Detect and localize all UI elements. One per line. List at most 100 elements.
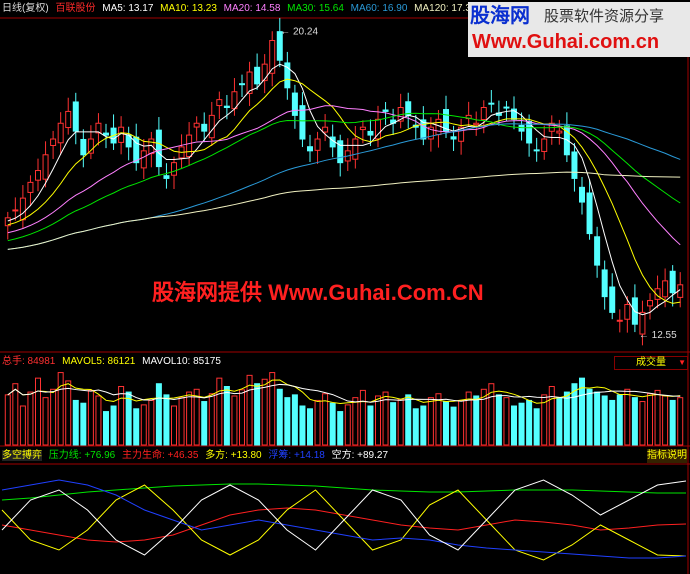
ma10-value: MA10: 13.23 bbox=[160, 3, 217, 14]
volume-bar bbox=[291, 394, 298, 446]
logo-url: Www.Guhai.com.cn bbox=[472, 31, 660, 53]
volume-bar bbox=[443, 401, 449, 446]
candle-body bbox=[95, 122, 102, 134]
ma60-value: MA60: 16.90 bbox=[350, 3, 408, 14]
volume-bar bbox=[42, 397, 49, 446]
volume-bar bbox=[662, 395, 669, 446]
mavol10-value: MAVOL10: 85175 bbox=[142, 356, 221, 367]
candle-body bbox=[254, 66, 261, 85]
logo-slogan: 股票软件资源分享 bbox=[544, 7, 665, 25]
volume-bar bbox=[208, 393, 215, 446]
volume-bar bbox=[163, 394, 170, 446]
volume-bar bbox=[239, 389, 245, 446]
volume-bar bbox=[647, 393, 653, 446]
dropdown-arrow-icon[interactable]: ▼ bbox=[678, 358, 686, 367]
volume-bar bbox=[80, 402, 87, 446]
candle-body bbox=[80, 138, 87, 156]
mavol5-value: MAVOL5: 86121 bbox=[62, 356, 136, 367]
volume-bar bbox=[352, 397, 359, 446]
volume-bar bbox=[541, 394, 548, 446]
candle-body bbox=[662, 280, 669, 298]
volume-bar bbox=[110, 405, 117, 446]
total-volume: 总手: 84981 bbox=[2, 356, 56, 367]
candle-body bbox=[284, 62, 291, 89]
volume-bar bbox=[216, 377, 223, 446]
floating-value: 浮筹: +14.18 bbox=[268, 450, 325, 461]
candle-body bbox=[616, 319, 623, 322]
candle-body bbox=[57, 122, 64, 144]
candle-body bbox=[19, 197, 26, 221]
volume-bar bbox=[405, 394, 412, 446]
high-price-label: ← 20.24 bbox=[280, 27, 318, 38]
candle-body bbox=[443, 109, 449, 132]
candle-body bbox=[609, 286, 616, 313]
candle-body bbox=[299, 105, 306, 140]
volume-bar bbox=[307, 408, 313, 446]
candle-body bbox=[624, 304, 631, 320]
indicator-line-2 bbox=[1, 484, 687, 561]
volume-bar bbox=[65, 380, 72, 446]
volume-bar bbox=[201, 401, 208, 446]
candle-body bbox=[223, 105, 230, 108]
volume-bar bbox=[450, 406, 457, 446]
candle-body bbox=[503, 106, 510, 109]
mavol10-line bbox=[7, 383, 681, 403]
candle-body bbox=[458, 126, 465, 142]
candle-body bbox=[601, 269, 608, 298]
volume-bar bbox=[495, 394, 502, 446]
indicator-selector[interactable]: 成交量 ▼ bbox=[614, 356, 688, 370]
candle-body bbox=[669, 270, 676, 294]
main-force-value: 主力生命: +46.35 bbox=[121, 450, 199, 461]
candle-body bbox=[571, 151, 578, 179]
stock-name: 百联股份 bbox=[55, 3, 96, 14]
candle-body bbox=[473, 122, 480, 126]
candle-body bbox=[201, 123, 208, 132]
volume-bar bbox=[4, 394, 11, 446]
volume-bar bbox=[473, 395, 480, 446]
bear-value: 空方: +89.27 bbox=[331, 450, 389, 461]
volume-bar bbox=[669, 399, 676, 446]
volume-bar bbox=[231, 395, 238, 446]
ma5-value: MA5: 13.17 bbox=[102, 3, 154, 14]
candle-body bbox=[359, 126, 366, 131]
volume-bar bbox=[427, 397, 434, 446]
candle-body bbox=[4, 217, 11, 227]
volume-bar bbox=[125, 391, 132, 446]
volume-bar bbox=[359, 389, 366, 446]
indicator-name: 多空搏弈 bbox=[2, 450, 42, 461]
ma5-line bbox=[7, 63, 681, 316]
candle-body bbox=[140, 150, 147, 169]
candle-body bbox=[163, 175, 170, 179]
volume-bar bbox=[420, 405, 427, 446]
volume-bar bbox=[677, 397, 684, 446]
volume-bar bbox=[299, 405, 306, 446]
volume-bar bbox=[563, 391, 570, 446]
pressure-line-value: 压力线: +76.96 bbox=[48, 450, 116, 461]
period-label: 日线(复权) bbox=[2, 3, 49, 14]
candle-body bbox=[65, 110, 72, 129]
ma30-line bbox=[7, 112, 681, 242]
volume-bar bbox=[382, 391, 389, 446]
candle-body bbox=[208, 114, 215, 139]
candle-body bbox=[171, 162, 177, 176]
volume-bar bbox=[276, 388, 283, 446]
volume-bar bbox=[390, 402, 397, 446]
candle-body bbox=[269, 40, 276, 74]
volume-bar bbox=[556, 397, 563, 446]
candle-body bbox=[148, 138, 155, 155]
volume-bar bbox=[72, 399, 79, 446]
indicator-help-button[interactable]: 指标说明 bbox=[647, 449, 687, 463]
price-header: 日线(复权) 百联股份 MA5: 13.17 MA10: 13.23 MA20:… bbox=[2, 2, 480, 16]
candle-body bbox=[27, 181, 34, 193]
volume-bar bbox=[12, 383, 19, 446]
volume-bar bbox=[480, 388, 487, 446]
volume-bar bbox=[465, 391, 472, 446]
volume-bar bbox=[171, 405, 177, 446]
bull-value: 多方: +13.80 bbox=[205, 450, 262, 461]
candle-body bbox=[533, 149, 540, 152]
candle-body bbox=[594, 236, 601, 266]
volume-bar bbox=[314, 399, 321, 446]
volume-bar bbox=[322, 393, 329, 446]
volume-bar bbox=[133, 408, 140, 446]
